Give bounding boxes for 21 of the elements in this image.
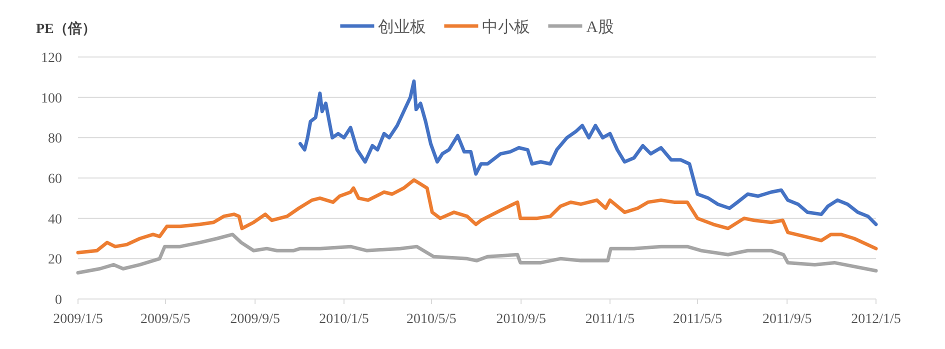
x-tick-label: 2011/9/5 [762, 312, 812, 327]
x-tick-label: 2009/1/5 [53, 312, 103, 327]
y-tick-label: 0 [55, 293, 62, 308]
x-tick-label: 2009/5/5 [140, 312, 190, 327]
y-tick-label: 80 [48, 132, 62, 147]
y-tick-label: 120 [41, 51, 62, 66]
x-tick-label: 2009/9/5 [230, 312, 280, 327]
x-tick-label: 2012/1/5 [851, 312, 901, 327]
x-tick-label: 2010/5/5 [406, 312, 456, 327]
legend-label: A股 [586, 19, 614, 36]
x-tick-label: 2011/5/5 [672, 312, 722, 327]
y-tick-label: 100 [41, 91, 62, 106]
legend-label: 中小板 [482, 18, 530, 36]
y-tick-label: 40 [48, 212, 62, 228]
y-axis-title: PE（倍） [36, 20, 96, 37]
x-tick-label: 2010/1/5 [319, 312, 369, 327]
y-tick-label: 20 [48, 252, 62, 268]
y-tick-label: 60 [48, 172, 62, 187]
x-tick-label: 2011/1/5 [585, 312, 635, 327]
legend-label: 创业板 [378, 18, 426, 36]
x-tick-label: 2010/9/5 [496, 312, 546, 327]
